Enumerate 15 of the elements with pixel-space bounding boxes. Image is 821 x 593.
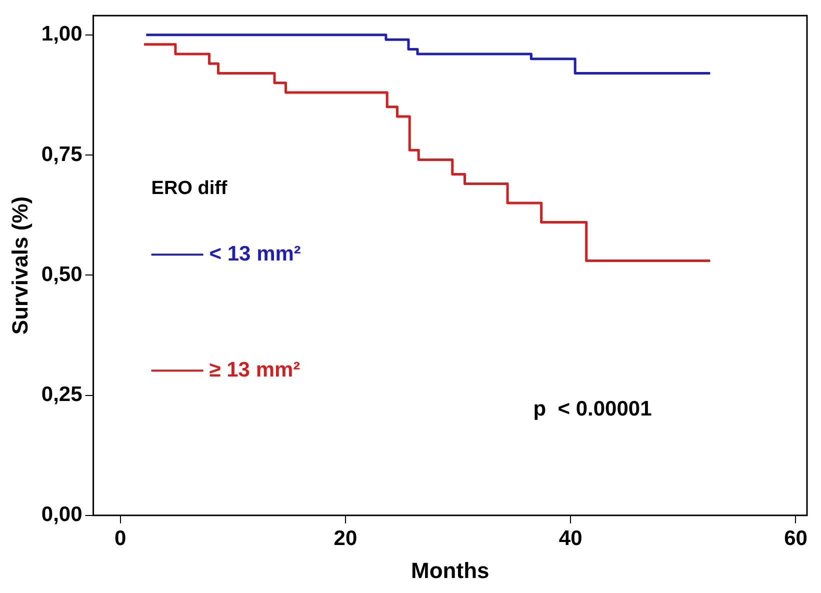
x-tick-label: 60 <box>784 526 808 550</box>
y-tick-label: 1,00 <box>41 22 82 46</box>
annotation: p < 0.00001 <box>533 397 652 420</box>
x-tick-label: 20 <box>334 526 358 550</box>
y-tick-label: 0,00 <box>41 503 82 526</box>
y-axis-title: Survivals (%) <box>7 196 32 335</box>
x-axis-title: Months <box>411 558 490 583</box>
y-tick-label: 0,75 <box>41 142 83 166</box>
x-tick-label: 0 <box>114 526 126 550</box>
legend-label: < 13 mm² <box>209 242 301 266</box>
x-tick-label: 40 <box>558 526 582 550</box>
legend-label: ≥ 13 mm² <box>209 358 300 382</box>
y-tick-label: 0,50 <box>41 262 82 286</box>
legend-title: ERO diff <box>151 178 228 199</box>
y-tick-label: 0,25 <box>41 383 83 406</box>
